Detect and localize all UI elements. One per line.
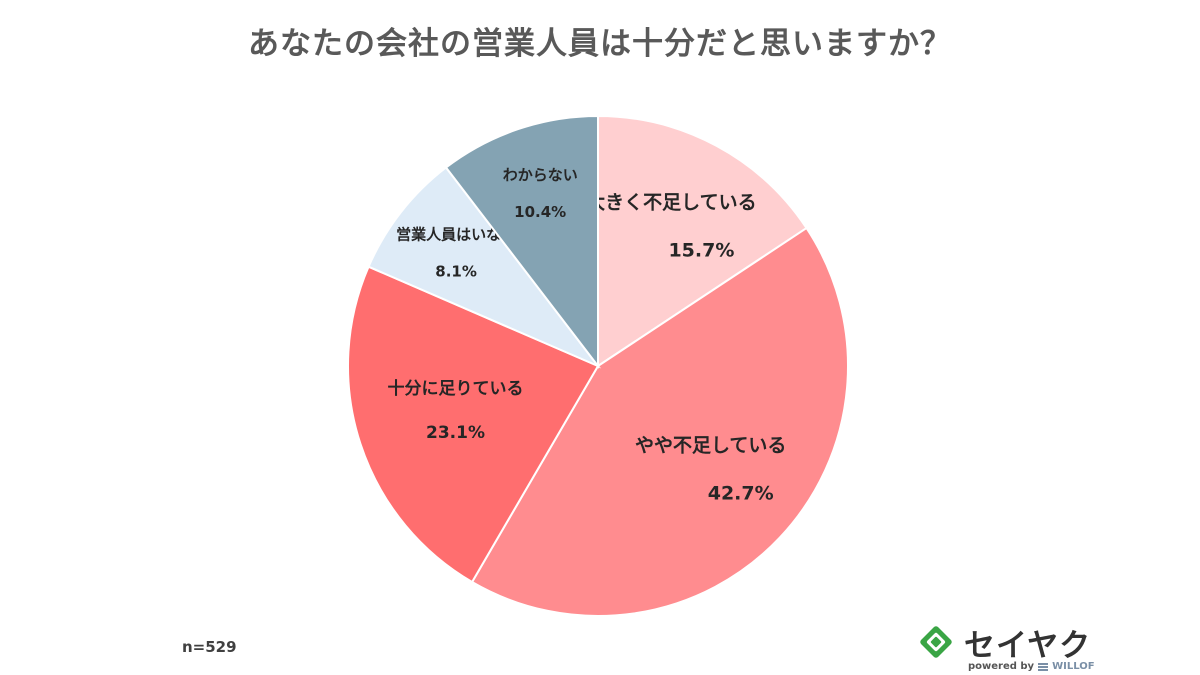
- slice-value-5: 10.4%: [514, 203, 566, 221]
- sample-size-note: n=529: [182, 638, 237, 656]
- chart-title: あなたの会社の営業人員は十分だと思いますか？: [248, 26, 952, 62]
- pie-slice-4: [367, 166, 602, 369]
- slice-value-4: 8.1%: [435, 263, 477, 281]
- powered-by: powered by WILLOF: [968, 661, 1095, 672]
- slice-label-4: 営業人員はいない: [396, 226, 516, 244]
- powered-by-prefix: powered by: [968, 661, 1035, 672]
- pie-slice-1: [597, 114, 808, 368]
- slice-label-5: わからない: [503, 166, 578, 184]
- slice-label-2: やや不足している: [635, 435, 786, 457]
- pie-slice-3: [347, 265, 600, 584]
- willof-mark-icon: [1038, 662, 1049, 671]
- brand-logo: セイヤク powered by WILLOF: [912, 620, 1102, 675]
- pie-slice-5: [444, 114, 599, 369]
- powered-by-brand: WILLOF: [1052, 661, 1095, 672]
- pie-slice-2: [470, 226, 849, 618]
- slice-label-1: 大きく不足している: [586, 191, 756, 214]
- slice-value-3: 23.1%: [426, 423, 485, 443]
- slice-value-2: 42.7%: [708, 483, 774, 505]
- slice-value-1: 15.7%: [668, 240, 734, 262]
- handshake-logo-icon: [920, 626, 952, 658]
- slice-label-3: 十分に足りている: [388, 378, 524, 399]
- brand-name: セイヤク: [964, 628, 1092, 664]
